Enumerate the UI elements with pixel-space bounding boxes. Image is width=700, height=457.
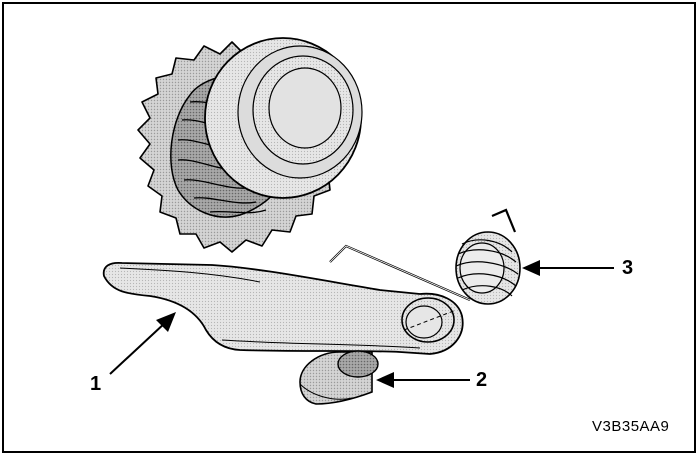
callout-1: 1: [90, 373, 102, 395]
leader-3: [522, 260, 614, 276]
gear-hub: [204, 37, 363, 199]
callout-3: 3: [622, 257, 634, 279]
return-spring: [329, 208, 521, 305]
pivot-pin: [299, 350, 379, 405]
figure-code: V3B35AA9: [592, 418, 670, 435]
shift-lever: [102, 261, 464, 355]
callout-2: 2: [476, 369, 488, 391]
leader-2: [376, 372, 470, 388]
leader-1: [109, 312, 176, 375]
